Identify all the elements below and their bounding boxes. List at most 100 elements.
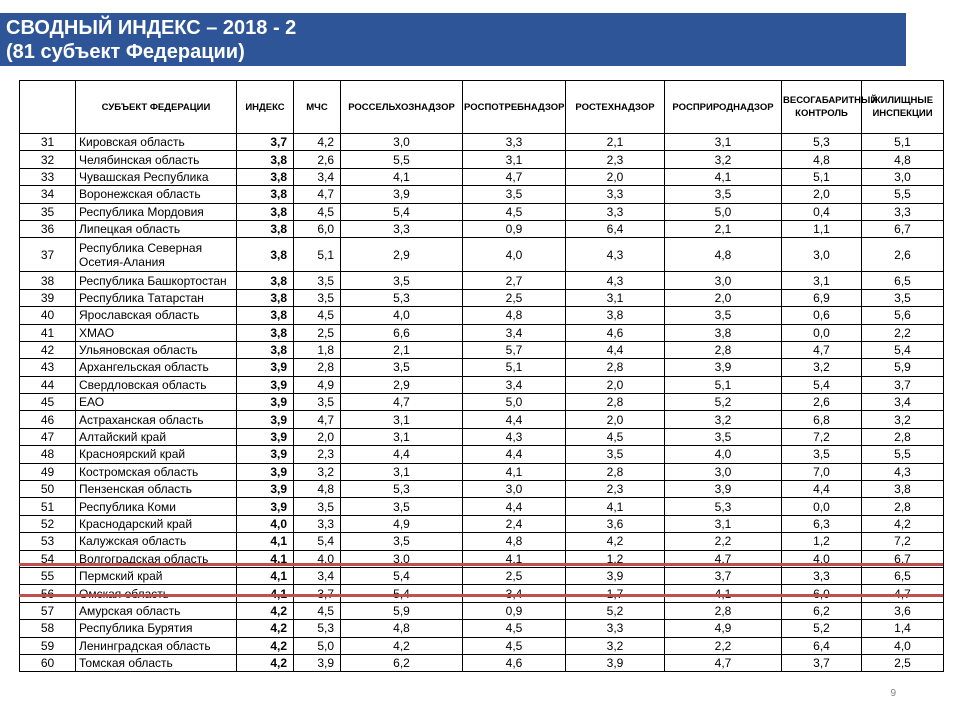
row-rostekhnadzor: 4,6 — [565, 323, 665, 342]
row-mchs: 4,7 — [293, 410, 341, 429]
row-rosprirodnadzor: 5,0 — [664, 202, 782, 221]
header-num — [19, 80, 76, 134]
page-number: 9 — [890, 688, 896, 699]
row-mchs: 5,1 — [293, 237, 341, 273]
row-subject: ЕАО — [75, 393, 237, 412]
row-rospotrebnadzor: 3,3 — [462, 132, 566, 152]
row-housing-inspections: 6,7 — [861, 219, 944, 239]
row-rosselkhoznadzor: 5,4 — [340, 566, 463, 586]
row-rospotrebnadzor: 5,7 — [462, 340, 566, 360]
row-subject: Астраханская область — [75, 410, 237, 429]
row-number: 55 — [19, 566, 76, 586]
row-weight-control: 0,6 — [781, 306, 862, 325]
row-rosprirodnadzor: 3,5 — [664, 427, 782, 447]
row-weight-control: 4,7 — [781, 340, 862, 360]
row-mchs: 1,8 — [293, 340, 341, 360]
row-rosselkhoznadzor: 3,5 — [340, 532, 463, 551]
row-mchs: 4,8 — [293, 480, 341, 499]
row-housing-inspections: 2,2 — [861, 323, 944, 342]
row-rostekhnadzor: 3,3 — [565, 202, 665, 221]
row-mchs: 3,2 — [293, 462, 341, 482]
table-row: 37 Республика Северная Осетия-Алания 3,8 5,… — [19, 237, 944, 273]
row-number: 44 — [19, 375, 76, 395]
row-subject: Чувашская Республика — [75, 167, 237, 187]
table-row: 49 Костромская область 3,9 3,2 3,1 4,1 2,8 3,0 7… — [19, 462, 944, 482]
row-rostekhnadzor: 3,2 — [565, 636, 665, 655]
row-subject: Алтайский край — [75, 427, 237, 447]
row-rosprirodnadzor: 3,0 — [664, 271, 782, 290]
row-index: 4,2 — [236, 619, 294, 638]
highlight-line-top — [19, 563, 943, 566]
row-mchs: 3,3 — [293, 514, 341, 534]
table-row: 46 Астраханская область 3,9 4,7 3,1 4,4 2,0 3,2… — [19, 410, 944, 429]
table-row: 58 Республика Бурятия 4,2 5,3 4,8 4,5 3,3 4,9 5,… — [19, 619, 944, 638]
row-housing-inspections: 3,6 — [861, 601, 944, 621]
row-weight-control: 4,8 — [781, 150, 862, 169]
row-rospotrebnadzor: 2,5 — [462, 288, 566, 308]
row-mchs: 4,9 — [293, 375, 341, 395]
row-subject: Пермский край — [75, 566, 237, 586]
row-subject: Ульяновская область — [75, 340, 237, 360]
row-index: 3,9 — [236, 410, 294, 429]
row-subject: Калужская область — [75, 532, 237, 551]
row-index: 4,1 — [236, 584, 294, 603]
row-mchs: 3,4 — [293, 167, 341, 187]
row-rostekhnadzor: 3,3 — [565, 619, 665, 638]
row-number: 57 — [19, 601, 76, 621]
title-line-2: (81 субъект Федерации) — [6, 41, 245, 63]
row-index: 3,8 — [236, 185, 294, 204]
row-rospotrebnadzor: 3,5 — [462, 185, 566, 204]
row-number: 51 — [19, 497, 76, 516]
header-housing-inspections: ЖИЛИЩНЫЕ ИНСПЕКЦИИ — [861, 80, 944, 134]
row-rospotrebnadzor: 3,1 — [462, 150, 566, 169]
row-rosselkhoznadzor: 3,5 — [340, 271, 463, 290]
row-index: 3,8 — [236, 323, 294, 342]
row-rosselkhoznadzor: 4,7 — [340, 393, 463, 412]
row-rostekhnadzor: 1,7 — [565, 584, 665, 603]
row-index: 3,9 — [236, 375, 294, 395]
row-subject: Кировская область — [75, 132, 237, 152]
row-rosselkhoznadzor: 6,6 — [340, 323, 463, 342]
row-rostekhnadzor: 3,9 — [565, 653, 665, 673]
row-index: 4,1 — [236, 532, 294, 551]
row-rosprirodnadzor: 3,1 — [664, 514, 782, 534]
row-number: 39 — [19, 288, 76, 308]
row-mchs: 4,5 — [293, 202, 341, 221]
row-housing-inspections: 7,2 — [861, 532, 944, 551]
table-row: 40 Ярославская область 3,8 4,5 4,0 4,8 3,8 3,5 0… — [19, 306, 944, 325]
row-weight-control: 5,4 — [781, 375, 862, 395]
row-subject: Республика Коми — [75, 497, 237, 516]
row-rosprirodnadzor: 3,5 — [664, 306, 782, 325]
row-rosprirodnadzor: 4,1 — [664, 167, 782, 187]
row-mchs: 3,5 — [293, 497, 341, 516]
row-housing-inspections: 6,5 — [861, 271, 944, 290]
row-weight-control: 5,2 — [781, 619, 862, 638]
row-subject: Костромская область — [75, 462, 237, 482]
row-rosprirodnadzor: 2,1 — [664, 219, 782, 239]
row-number: 60 — [19, 653, 76, 673]
row-index: 3,9 — [236, 497, 294, 516]
row-rostekhnadzor: 2,8 — [565, 462, 665, 482]
row-rosselkhoznadzor: 5,3 — [340, 480, 463, 499]
row-rosprirodnadzor: 2,8 — [664, 340, 782, 360]
row-rospotrebnadzor: 4,4 — [462, 497, 566, 516]
row-housing-inspections: 4,7 — [861, 584, 944, 603]
row-mchs: 3,5 — [293, 271, 341, 290]
row-index: 3,8 — [236, 150, 294, 169]
row-housing-inspections: 1,4 — [861, 619, 944, 638]
row-rospotrebnadzor: 4,5 — [462, 202, 566, 221]
table-row: 52 Краснодарский край 4,0 3,3 4,9 2,4 3,6 3,1 6,… — [19, 514, 944, 534]
row-number: 46 — [19, 410, 76, 429]
table-row: 44 Свердловская область 3,9 4,9 2,9 3,4 2,0 5,1… — [19, 375, 944, 395]
row-rostekhnadzor: 4,3 — [565, 271, 665, 290]
table-header-row: СУБЪЕКТ ФЕДЕРАЦИИ ИНДЕКС МЧС РОССЕЛЬХОЗН… — [19, 80, 944, 134]
row-housing-inspections: 3,5 — [861, 288, 944, 308]
row-mchs: 2,0 — [293, 427, 341, 447]
row-housing-inspections: 2,5 — [861, 653, 944, 673]
row-rosprirodnadzor: 4,0 — [664, 445, 782, 464]
row-number: 50 — [19, 480, 76, 499]
table-row: 51 Республика Коми 3,9 3,5 3,5 4,4 4,1 5,3 0,0 2,… — [19, 497, 944, 516]
row-weight-control: 4,4 — [781, 480, 862, 499]
row-weight-control: 5,3 — [781, 132, 862, 152]
table-row: 57 Амурская область 4,2 4,5 5,9 0,9 5,2 2,8 6,2 3… — [19, 601, 944, 621]
